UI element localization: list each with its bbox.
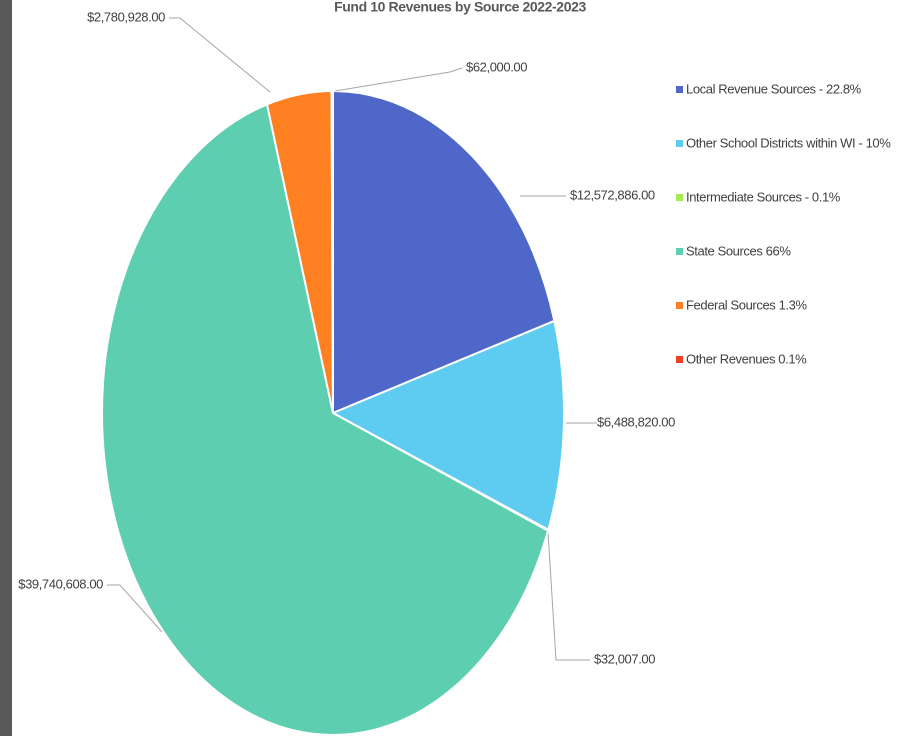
legend-label: Local Revenue Sources - 22.8% — [686, 81, 862, 96]
leader-line — [547, 531, 590, 661]
chart-title: Fund 10 Revenues by Source 2022-2023 — [334, 0, 586, 15]
legend-swatch — [676, 86, 683, 93]
legend-swatch — [676, 356, 683, 363]
pie-slice — [330, 319, 565, 532]
pie-slice — [330, 89, 334, 414]
leader-line — [334, 67, 463, 92]
legend-label: Federal Sources 1.3% — [686, 297, 807, 312]
legend-swatch — [676, 140, 683, 147]
pie-slice — [101, 103, 550, 736]
data-label: $2,780,928.00 — [87, 9, 165, 24]
legend-label: Intermediate Sources - 0.1% — [686, 189, 841, 204]
leader-line — [169, 17, 271, 93]
side-strip — [0, 0, 12, 736]
pie-slice — [332, 89, 556, 415]
data-label: $6,488,820.00 — [597, 414, 675, 429]
legend-swatch — [676, 194, 683, 201]
legend-label: State Sources 66% — [686, 243, 791, 258]
legend-label: Other Revenues 0.1% — [686, 351, 807, 366]
legend-swatch — [676, 248, 683, 255]
legend-swatch — [676, 302, 683, 309]
leader-line — [107, 584, 163, 633]
legend-label: Other School Districts within WI - 10% — [686, 135, 891, 150]
data-label: $62,000.00 — [466, 59, 527, 74]
data-label: $39,740,608.00 — [18, 576, 103, 591]
data-label: $32,007.00 — [594, 651, 655, 666]
data-label: $12,572,886.00 — [570, 187, 655, 202]
